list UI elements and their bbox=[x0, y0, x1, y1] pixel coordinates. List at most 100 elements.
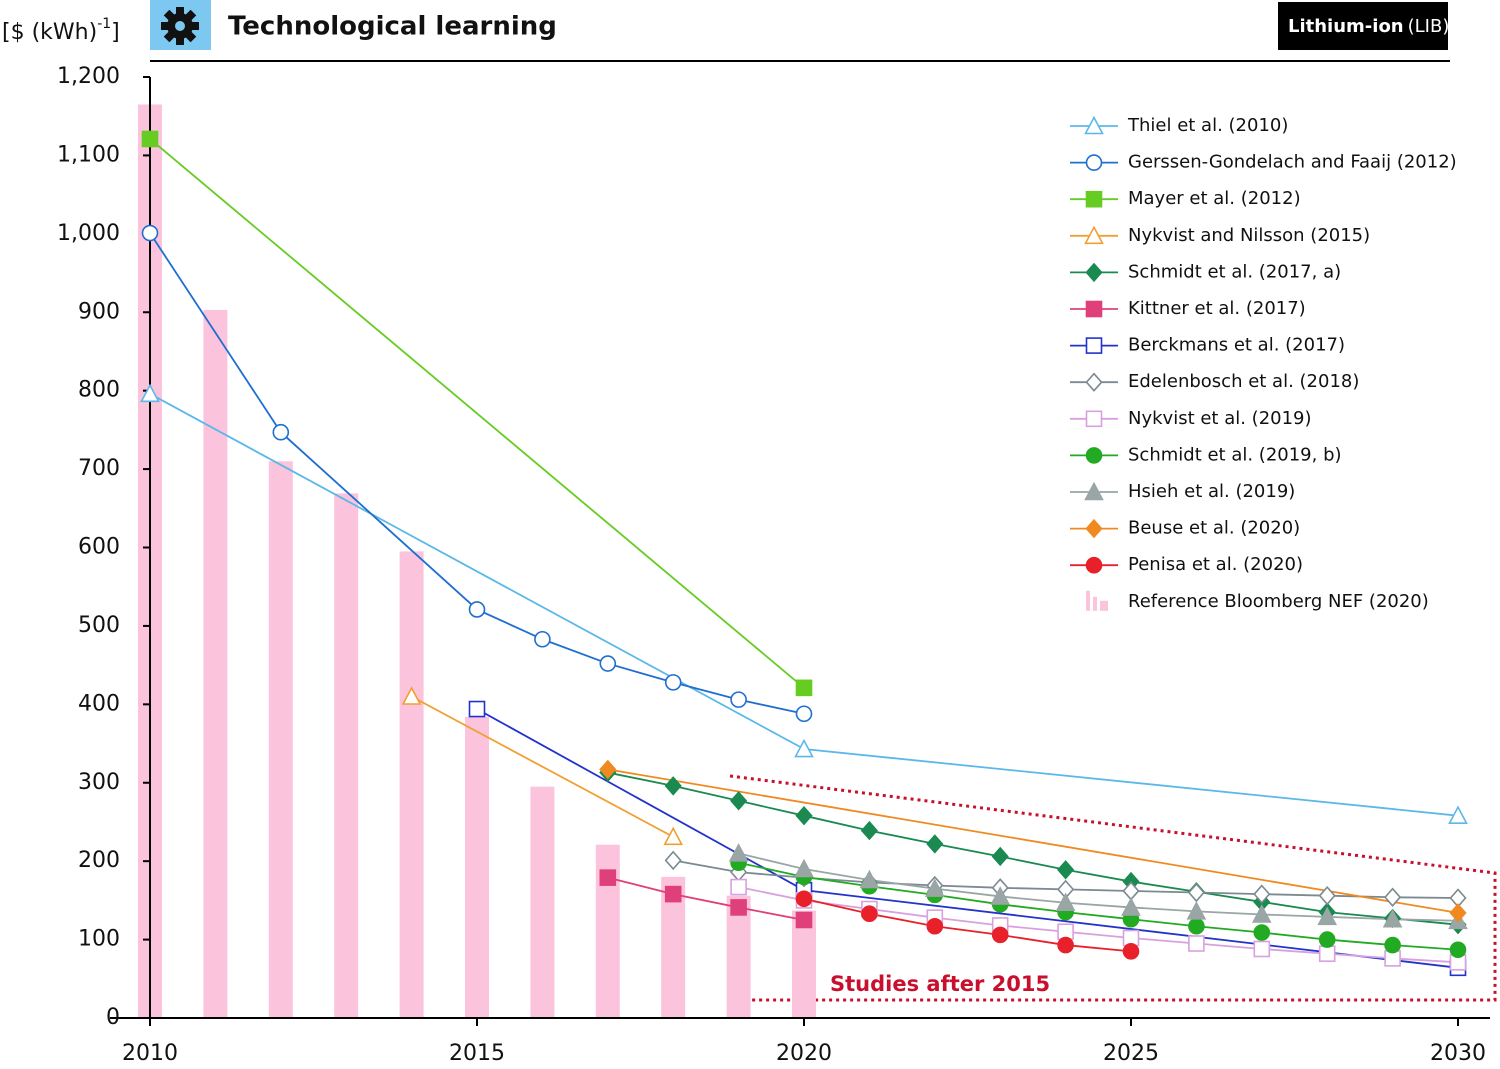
marker bbox=[1318, 945, 1336, 962]
marker bbox=[1186, 901, 1207, 920]
y-tick-label: 900 bbox=[78, 299, 120, 324]
marker bbox=[1085, 337, 1103, 354]
marker bbox=[730, 899, 747, 916]
marker bbox=[991, 926, 1009, 944]
marker bbox=[1188, 917, 1205, 935]
marker bbox=[1382, 908, 1403, 928]
bar bbox=[726, 895, 751, 1018]
x-tick-label: 2010 bbox=[122, 1041, 178, 1066]
legend-bar-icon bbox=[1086, 590, 1090, 611]
marker bbox=[1251, 904, 1272, 923]
series-line bbox=[607, 768, 1459, 914]
marker bbox=[1449, 941, 1467, 959]
marker bbox=[401, 686, 422, 705]
y-tick-label: 100 bbox=[78, 927, 120, 952]
legend-bar-icon bbox=[1093, 596, 1097, 611]
bar bbox=[399, 551, 424, 1018]
badge-box bbox=[1278, 2, 1448, 50]
legend-label: Schmidt et al. (2019, b) bbox=[1128, 444, 1342, 465]
bar bbox=[465, 716, 489, 1018]
y-label-close: ] bbox=[111, 20, 120, 45]
marker bbox=[664, 850, 682, 871]
y-tick-label: 1,200 bbox=[57, 64, 120, 89]
marker bbox=[795, 805, 813, 826]
marker bbox=[1122, 943, 1140, 960]
marker bbox=[794, 738, 814, 758]
x-tick-label: 2020 bbox=[776, 1041, 832, 1066]
bar bbox=[530, 786, 555, 1018]
marker bbox=[1084, 225, 1104, 245]
marker bbox=[1057, 860, 1075, 880]
marker bbox=[1085, 518, 1103, 539]
series-line bbox=[607, 876, 805, 921]
marker bbox=[1317, 906, 1338, 926]
marker bbox=[141, 224, 159, 242]
marker bbox=[1085, 262, 1103, 283]
y-label-main: [$ (kWh) bbox=[2, 20, 97, 45]
series-line bbox=[149, 138, 805, 689]
marker bbox=[1121, 897, 1141, 916]
marker bbox=[1253, 924, 1271, 941]
marker bbox=[664, 885, 682, 903]
bar bbox=[334, 493, 359, 1019]
marker bbox=[1057, 936, 1074, 954]
marker bbox=[140, 383, 160, 403]
marker bbox=[1187, 882, 1205, 903]
marker bbox=[859, 869, 880, 889]
gear-icon bbox=[161, 7, 199, 45]
marker bbox=[1384, 887, 1402, 907]
x-tick-label: 2015 bbox=[449, 1041, 505, 1066]
legend-label: Reference Bloomberg NEF (2020) bbox=[1128, 591, 1429, 612]
legend-label: Mayer et al. (2012) bbox=[1128, 188, 1301, 209]
series-line bbox=[738, 852, 1459, 922]
bar bbox=[203, 309, 228, 1019]
bar bbox=[792, 910, 816, 1018]
x-tick-label: 2030 bbox=[1430, 1041, 1486, 1066]
marker bbox=[1085, 154, 1103, 171]
marker bbox=[730, 691, 747, 708]
y-label-sup: -1 bbox=[97, 16, 111, 32]
y-tick-label: 1,100 bbox=[57, 142, 120, 167]
marker bbox=[991, 846, 1009, 867]
series-line bbox=[803, 897, 1132, 953]
series-line bbox=[738, 886, 1459, 964]
y-tick-label: 600 bbox=[78, 535, 120, 560]
plot: 0 100 200 300 400 500 600 700 800 900 1,000 1,100 1,… bbox=[57, 64, 1490, 1066]
marker bbox=[861, 905, 878, 923]
legend-label: Beuse et al. (2020) bbox=[1128, 518, 1300, 539]
marker bbox=[1253, 940, 1271, 958]
legend-label: Berckmans et al. (2017) bbox=[1128, 335, 1345, 356]
marker bbox=[1055, 892, 1076, 912]
marker bbox=[663, 826, 684, 846]
y-tick-label: 500 bbox=[78, 613, 120, 638]
series-line bbox=[411, 695, 674, 838]
legend-label: Nykvist et al. (2019) bbox=[1128, 408, 1312, 429]
legend-label: Kittner et al. (2017) bbox=[1128, 298, 1306, 319]
legend-label: Nykvist and Nilsson (2015) bbox=[1128, 225, 1370, 246]
marker bbox=[730, 878, 747, 896]
marker bbox=[926, 834, 944, 854]
marker bbox=[795, 911, 813, 929]
marker bbox=[926, 917, 944, 935]
marker bbox=[1085, 556, 1103, 574]
legend-label: Gerssen-Gondelach and Faaij (2012) bbox=[1128, 152, 1457, 173]
legend-label: Edelenbosch et al. (2018) bbox=[1128, 371, 1359, 392]
marker bbox=[730, 791, 748, 811]
x-tick-label: 2025 bbox=[1103, 1041, 1159, 1066]
y-tick-label: 0 bbox=[106, 1005, 120, 1030]
marker bbox=[468, 700, 486, 718]
marker bbox=[1085, 372, 1103, 392]
badge: Lithium-ion (LIB) bbox=[1288, 16, 1449, 37]
marker bbox=[599, 655, 617, 672]
series-line bbox=[738, 861, 1459, 951]
marker bbox=[1253, 884, 1271, 904]
y-axis-label: [$ (kWh)-1] bbox=[2, 16, 120, 45]
series-line bbox=[607, 771, 1459, 926]
marker bbox=[1085, 410, 1103, 428]
chart-title: Technological learning bbox=[228, 12, 557, 42]
marker bbox=[795, 890, 813, 908]
marker bbox=[990, 886, 1011, 905]
marker bbox=[795, 679, 813, 697]
